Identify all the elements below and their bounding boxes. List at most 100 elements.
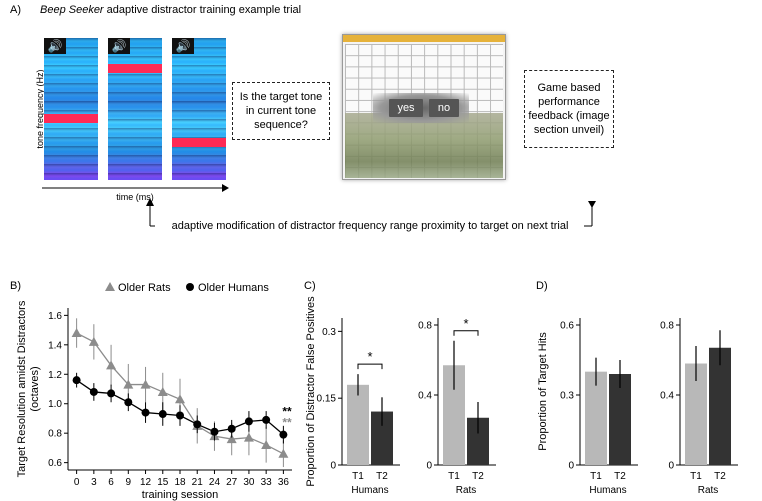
data-point-triangle: [157, 386, 168, 396]
y-tick-label: 0.15: [317, 394, 337, 405]
significance-bracket: [453, 330, 479, 336]
y-tick-label: 0: [568, 461, 574, 472]
data-point-circle: [124, 398, 133, 407]
panel-a-label: A): [10, 4, 21, 16]
data-point-circle: [193, 420, 202, 429]
y-tick-label: 0.6: [48, 458, 62, 469]
x-tick-label: 6: [108, 477, 114, 488]
y-tick-label: 1.6: [48, 311, 62, 322]
yes-button[interactable]: yes: [389, 99, 423, 117]
panel-a-title: Beep Seeker adaptive distractor training…: [40, 4, 301, 16]
speaker-icon[interactable]: 🔊: [172, 38, 194, 54]
target-band: [172, 138, 226, 147]
significance-stars: **: [282, 416, 292, 430]
x-tick-label: T1: [690, 471, 702, 482]
x-tick-label: T1: [352, 471, 364, 482]
y-tick-label: 0: [426, 461, 432, 472]
bar-t1: [585, 371, 607, 465]
bar-t1: [685, 363, 707, 465]
panel-d-label: D): [536, 280, 548, 292]
target-band: [108, 64, 162, 73]
adaptive-loop: [146, 198, 596, 227]
spectrogram-3: 🔊: [172, 38, 226, 180]
panel-b-label: B): [10, 280, 21, 292]
y-axis-label: Proportion of Target Hits: [537, 332, 549, 451]
data-point-circle: [107, 389, 116, 398]
data-point-triangle: [278, 448, 289, 458]
group-label: Humans: [589, 485, 626, 496]
group-label: Rats: [698, 485, 719, 496]
no-button[interactable]: no: [429, 99, 459, 117]
chart-d: Proportion of Target Hits 0 0.3 0.6 T1 T2 Huma…: [537, 318, 738, 496]
y-tick-label: 0.6: [560, 321, 574, 332]
speaker-icon[interactable]: 🔊: [44, 38, 66, 54]
data-point-triangle: [175, 394, 185, 404]
x-tick-label: T2: [376, 471, 388, 482]
y-tick-label: 0.8: [418, 321, 432, 332]
legend-marker-triangle: [105, 282, 115, 291]
x-tick-label: 27: [226, 477, 238, 488]
revealed-image: [345, 113, 503, 178]
x-tick-label: 36: [278, 477, 290, 488]
y-tick-label: 0.4: [660, 391, 674, 402]
x-tick-label: 18: [174, 477, 186, 488]
legend-label: Older Humans: [198, 282, 269, 294]
bar-t1: [347, 384, 369, 465]
data-point-triangle: [106, 360, 117, 370]
data-point-circle: [72, 376, 81, 385]
data-point-triangle: [123, 379, 134, 389]
y-tick-label: 0.8: [660, 321, 674, 332]
significance-star: *: [463, 316, 468, 331]
x-tick-label: T2: [472, 471, 484, 482]
data-point-triangle: [71, 328, 82, 338]
data-point-triangle: [88, 336, 99, 346]
target-band: [44, 114, 98, 123]
y-tick-label: 0.4: [418, 391, 432, 402]
bar-t2: [467, 417, 489, 465]
speaker-icon[interactable]: 🔊: [108, 38, 130, 54]
group-label: Rats: [456, 485, 477, 496]
x-tick-label: 15: [157, 477, 169, 488]
x-tick-label: 24: [209, 477, 221, 488]
data-point-circle: [279, 430, 288, 439]
data-point-circle: [176, 411, 184, 420]
significance-stars: **: [282, 405, 292, 419]
chart-c: Proportion of Distractor False Positives…: [305, 296, 496, 496]
y-tick-label: 1.2: [48, 370, 62, 381]
x-axis-label: training session: [142, 489, 218, 501]
x-tick-label: T2: [714, 471, 726, 482]
question-text: Is the target tone in current tone seque…: [239, 91, 323, 131]
x-tick-label: 30: [243, 477, 255, 488]
significance-bracket: [357, 363, 383, 370]
data-point-triangle: [226, 434, 237, 444]
panel-a-title-rest: adaptive distractor training example tri…: [103, 4, 302, 16]
panel-a-title-italic: Beep Seeker: [40, 4, 104, 16]
legend-label: Older Rats: [118, 282, 171, 294]
data-point-circle: [158, 410, 167, 419]
x-tick-label: 9: [126, 477, 132, 488]
y-axis-label-unit: (octaves): [29, 366, 41, 411]
bar-t1: [443, 365, 465, 465]
data-point-triangle: [140, 379, 151, 389]
x-tick-label: T1: [448, 471, 460, 482]
x-tick-label: 33: [261, 477, 273, 488]
game-toolbar: [343, 35, 505, 42]
question-box: Is the target tone in current tone seque…: [232, 82, 330, 140]
spectrogram-xlabel: time (ms): [116, 192, 154, 202]
bar-t2: [371, 411, 393, 465]
data-point-circle: [244, 417, 253, 426]
significance-star: *: [367, 349, 372, 364]
data-point-triangle: [261, 439, 272, 449]
y-tick-label: 0: [668, 461, 674, 472]
spectrogram-2: 🔊: [108, 38, 162, 180]
y-tick-label: 1.4: [48, 340, 62, 351]
data-point-circle: [262, 415, 271, 424]
panel-c-label: C): [304, 280, 316, 292]
data-point-circle: [141, 408, 150, 417]
y-axis-label: Proportion of Distractor False Positives: [305, 296, 317, 487]
y-tick-label: 0.8: [48, 429, 62, 440]
x-tick-label: 3: [91, 477, 97, 488]
y-tick-label: 0: [330, 461, 336, 472]
x-tick-label: 0: [74, 477, 80, 488]
time-arrow: [42, 184, 229, 192]
